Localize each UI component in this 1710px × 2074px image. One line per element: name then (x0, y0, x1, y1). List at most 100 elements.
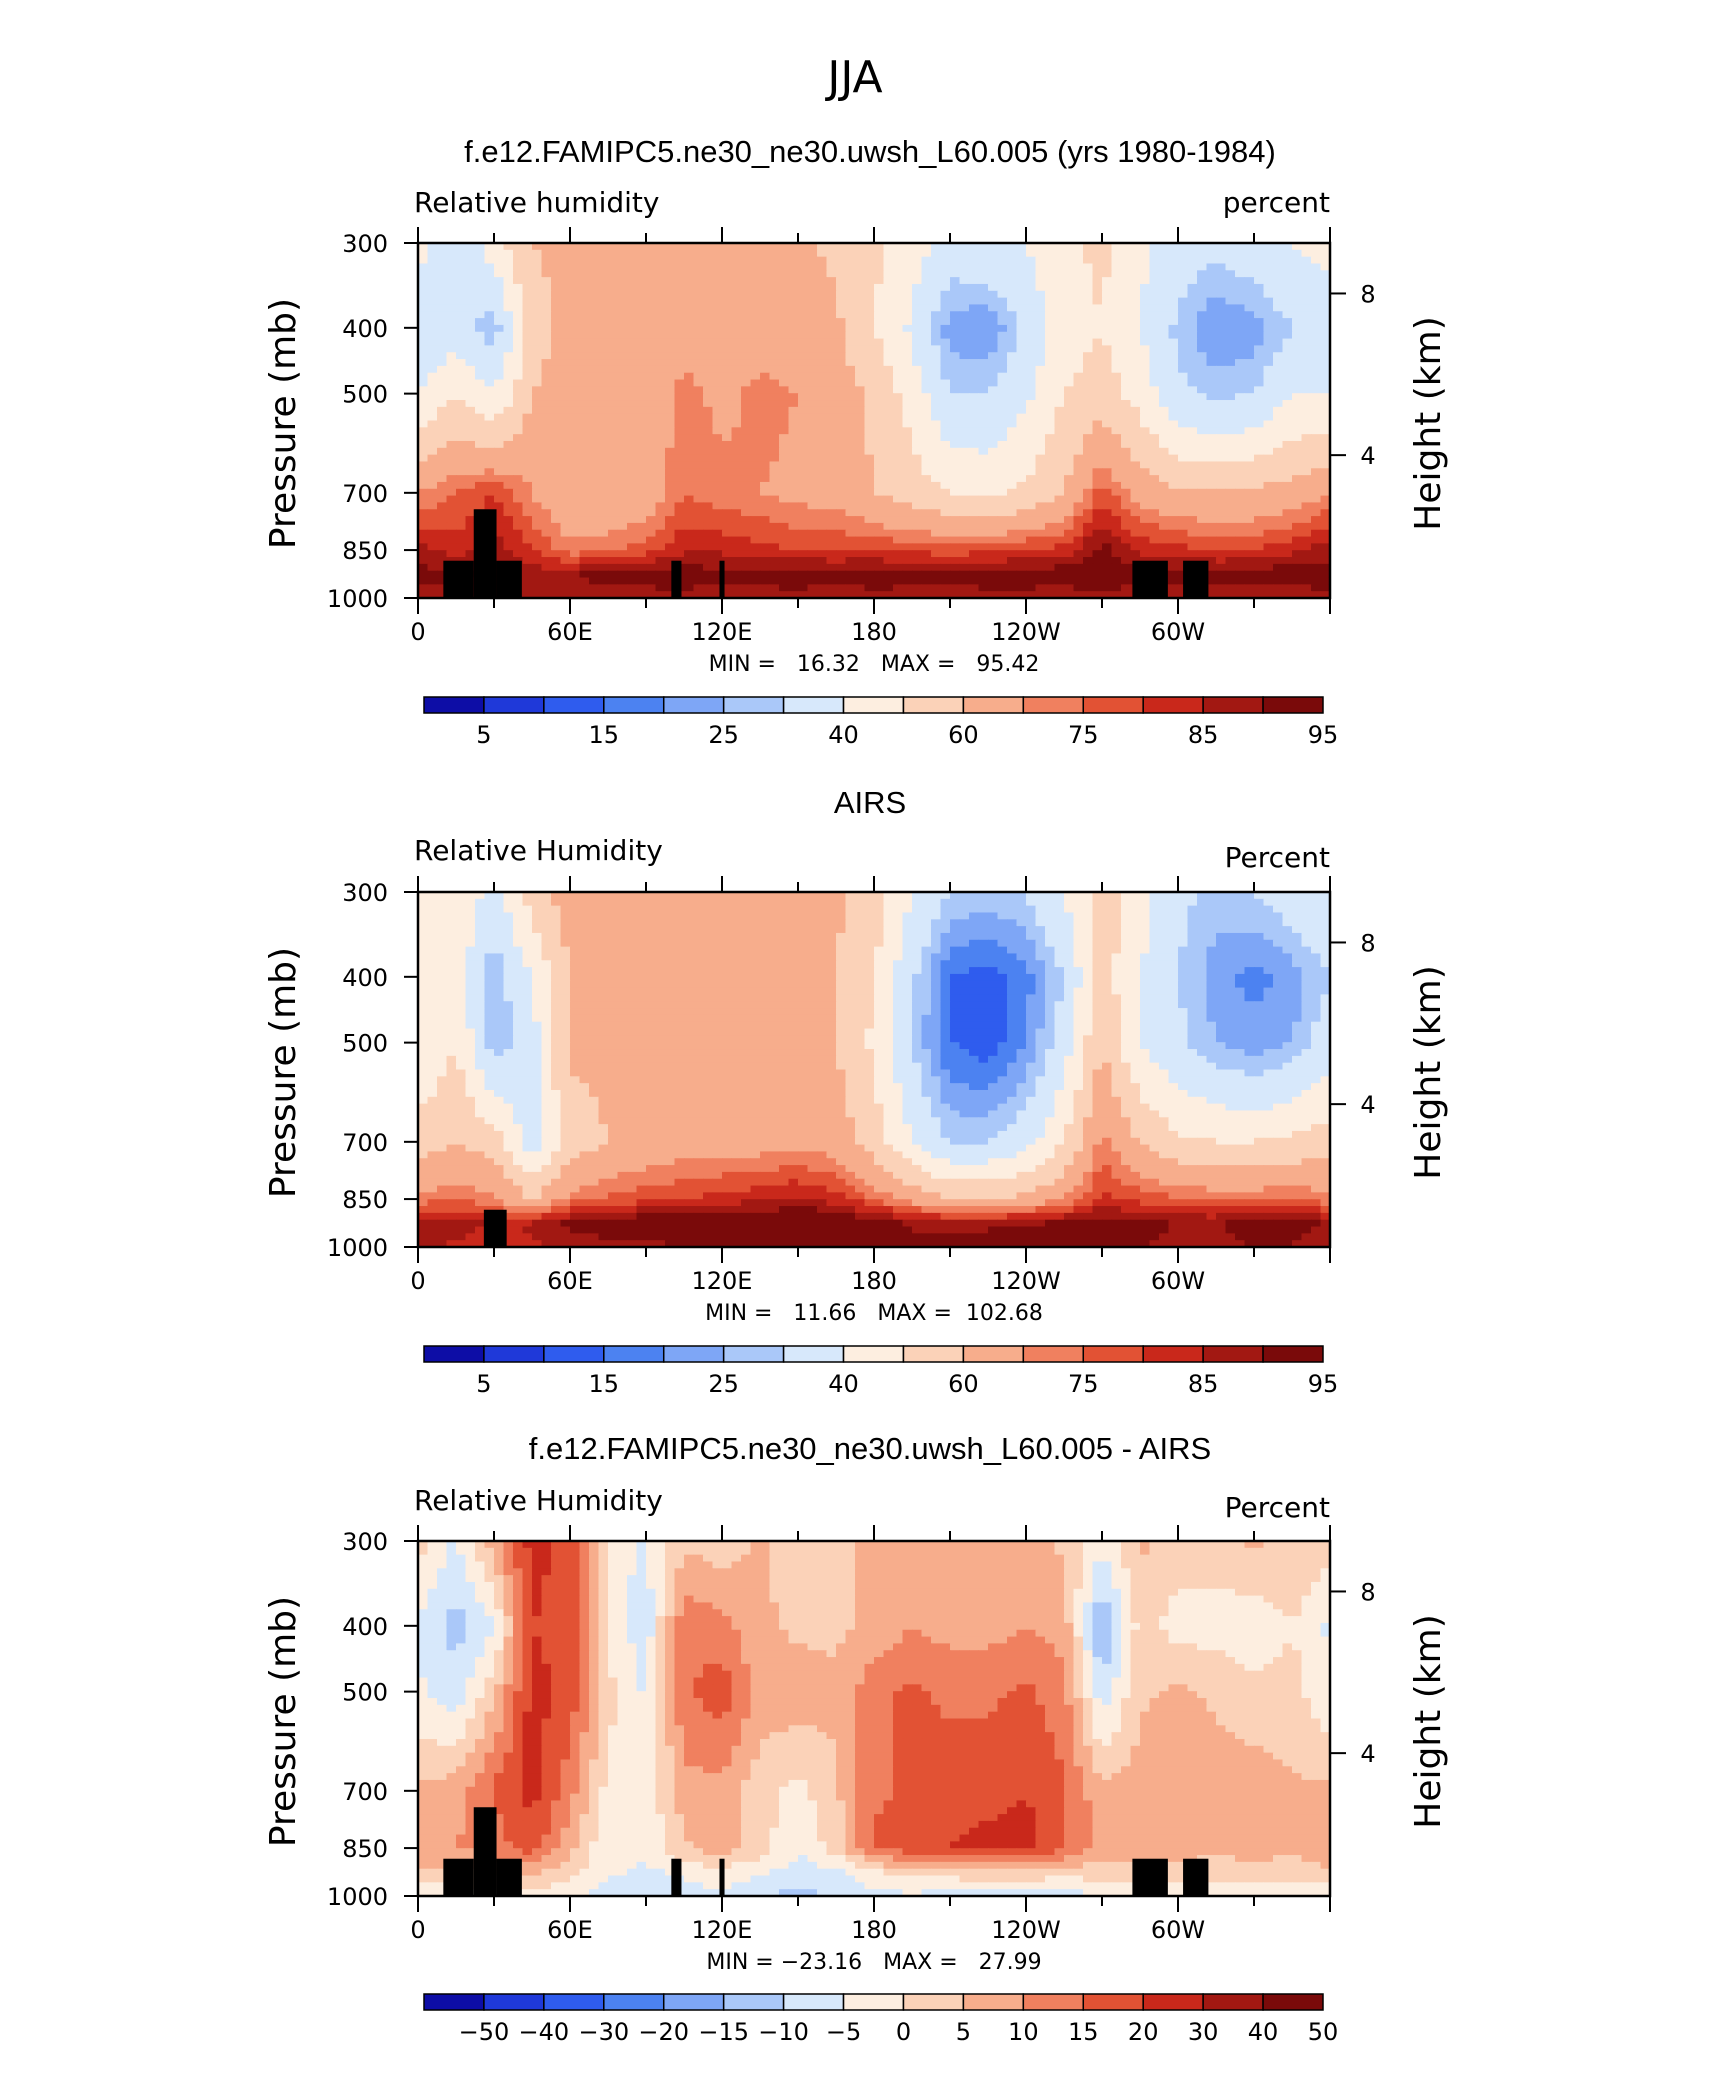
heatmap-cell (1026, 400, 1037, 408)
heatmap-cell (921, 550, 932, 558)
heatmap-cell (997, 243, 1008, 251)
heatmap-cell (541, 345, 552, 353)
heatmap-cell (1311, 256, 1322, 265)
heatmap-cell (532, 256, 543, 265)
heatmap-cell (598, 413, 609, 422)
heatmap-cell (931, 386, 942, 394)
heatmap-cell (703, 379, 714, 387)
heatmap-cell (836, 543, 847, 551)
heatmap-cell (1273, 454, 1284, 463)
heatmap-cell (484, 338, 495, 347)
heatmap-cell (1301, 440, 1312, 449)
heatmap-cell (826, 263, 837, 271)
heatmap-cell (684, 413, 695, 422)
heatmap-cell (598, 481, 609, 490)
heatmap-cell (1035, 372, 1046, 381)
heatmap-cell (579, 249, 590, 258)
heatmap-cell (484, 420, 495, 428)
heatmap-cell (1197, 277, 1208, 285)
heatmap-cell (636, 475, 647, 483)
heatmap-cell (475, 345, 486, 353)
heatmap-cell (978, 338, 989, 347)
heatmap-cell (1273, 427, 1284, 435)
heatmap-cell (826, 454, 837, 463)
heatmap-cell (617, 563, 628, 572)
heatmap-cell (1197, 468, 1208, 476)
heatmap-cell (1149, 249, 1160, 258)
heatmap-cell (1007, 290, 1018, 299)
heatmap-cell (1054, 557, 1065, 565)
heatmap-cell (1026, 427, 1037, 435)
heatmap-cell (769, 304, 780, 312)
heatmap-cell (693, 543, 704, 551)
heatmap-cell (1073, 372, 1084, 381)
heatmap-cell (617, 536, 628, 544)
heatmap-cell (712, 352, 723, 360)
heatmap-cell (636, 522, 647, 531)
heatmap-cell (997, 577, 1008, 585)
heatmap-cell (1130, 359, 1141, 367)
heatmap-cell (817, 427, 828, 435)
heatmap-cell (560, 563, 571, 572)
heatmap-cell (836, 454, 847, 463)
heatmap-cell (1235, 345, 1246, 353)
heatmap-cell (902, 543, 913, 551)
heatmap-cell (1054, 502, 1065, 510)
heatmap-cell (446, 352, 457, 360)
heatmap-cell (1102, 529, 1113, 538)
heatmap-cell (598, 331, 609, 340)
heatmap-cell (418, 509, 429, 517)
heatmap-cell (959, 502, 970, 510)
heatmap-cell (978, 420, 989, 428)
heatmap-cell (703, 400, 714, 408)
heatmap-cell (712, 488, 723, 497)
heatmap-cell (722, 290, 733, 299)
heatmap-cell (883, 468, 894, 476)
heatmap-cell (1282, 365, 1293, 374)
heatmap-cell (1073, 304, 1084, 312)
heatmap-cell (589, 481, 600, 490)
heatmap-cell (608, 440, 619, 449)
heatmap-cell (608, 570, 619, 579)
heatmap-cell (950, 318, 961, 326)
heatmap-cell (636, 468, 647, 476)
heatmap-cell (893, 420, 904, 428)
heatmap-cell (475, 495, 486, 504)
heatmap-cell (760, 379, 771, 387)
heatmap-cell (570, 591, 581, 599)
heatmap-cell (1197, 522, 1208, 531)
heatmap-cell (969, 331, 980, 340)
heatmap-cell (969, 536, 980, 544)
heatmap-cell (988, 461, 999, 469)
heatmap-cell (931, 481, 942, 490)
heatmap-cell (750, 529, 761, 538)
heatmap-cell (1225, 543, 1236, 551)
heatmap-cell (1244, 454, 1255, 463)
heatmap-cell (722, 256, 733, 265)
heatmap-cell (893, 563, 904, 572)
heatmap-cell (921, 406, 932, 415)
heatmap-cell (1197, 461, 1208, 469)
heatmap-cell (1035, 270, 1046, 278)
heatmap-cell (1016, 488, 1027, 497)
heatmap-cell (760, 297, 771, 306)
heatmap-cell (855, 475, 866, 483)
heatmap-cell (446, 406, 457, 415)
heatmap-cell (788, 584, 799, 592)
heatmap-cell (541, 454, 552, 463)
heatmap-cell (950, 304, 961, 312)
heatmap-cell (579, 365, 590, 374)
heatmap-cell (1064, 318, 1075, 326)
heatmap-cell (769, 359, 780, 367)
heatmap-cell (1159, 243, 1170, 251)
heatmap-cell (1083, 488, 1094, 497)
heatmap-cell (541, 475, 552, 483)
heatmap-cell (817, 304, 828, 312)
heatmap-cell (589, 365, 600, 374)
heatmap-cell (1026, 529, 1037, 538)
heatmap-cell (1035, 359, 1046, 367)
heatmap-cell (902, 283, 913, 292)
heatmap-cell (1320, 393, 1331, 401)
heatmap-cell (817, 297, 828, 306)
heatmap-cell (731, 331, 742, 340)
